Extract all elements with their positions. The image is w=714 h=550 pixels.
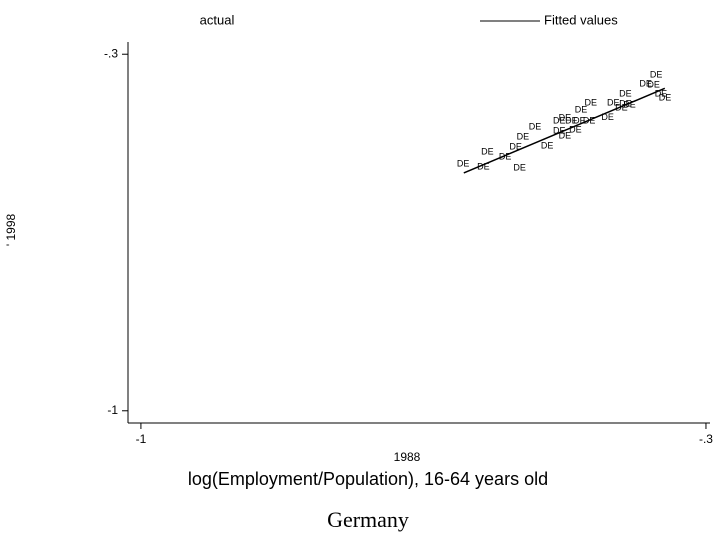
marker-label: DE xyxy=(573,115,586,125)
marker-label: DE xyxy=(513,163,526,173)
marker-label: DE xyxy=(517,132,530,142)
marker-label: DE xyxy=(619,99,632,109)
marker-label: DE xyxy=(509,141,522,151)
fitted-line xyxy=(463,87,666,174)
y-tick-label: -.3 xyxy=(104,46,118,60)
marker-label: DE xyxy=(659,92,672,102)
x-tick-label: -.3 xyxy=(699,432,713,446)
marker-label: DE xyxy=(601,112,614,122)
marker-label: DE xyxy=(559,131,572,141)
marker-label: DE xyxy=(639,79,652,89)
marker-label: DE xyxy=(481,146,494,156)
legend-label: actual xyxy=(200,12,235,27)
x-axis-title: log(Employment/Population), 16-64 years … xyxy=(188,469,548,489)
marker-label: DE xyxy=(565,115,578,125)
marker-label: DE xyxy=(655,88,668,98)
marker-label: DE xyxy=(619,88,632,98)
marker-label: DE xyxy=(615,103,628,113)
marker-label: DE xyxy=(569,124,582,134)
note: Germany xyxy=(327,507,409,532)
marker-label: DE xyxy=(553,115,566,125)
marker-label: DE xyxy=(623,100,636,110)
marker-label: DE xyxy=(477,162,490,172)
marker-label: DE xyxy=(575,105,588,115)
marker-label: DE xyxy=(650,69,663,79)
marker-label: DE xyxy=(529,121,542,131)
marker-label: DE xyxy=(647,80,660,90)
x-tick-label: -1 xyxy=(136,432,147,446)
y-tick-label: -1 xyxy=(107,403,118,417)
y-axis-title: ' 1998 xyxy=(4,214,18,247)
marker-label: DE xyxy=(607,97,620,107)
x-axis-sublabel: 1988 xyxy=(394,450,421,464)
legend-label: Fitted values xyxy=(544,12,618,27)
marker-label: DE xyxy=(559,112,572,122)
marker-label: DE xyxy=(553,126,566,136)
marker-label: DE xyxy=(584,97,597,107)
marker-label: DE xyxy=(457,159,470,169)
marker-label: DE xyxy=(499,151,512,161)
marker-label: DE xyxy=(541,140,554,150)
